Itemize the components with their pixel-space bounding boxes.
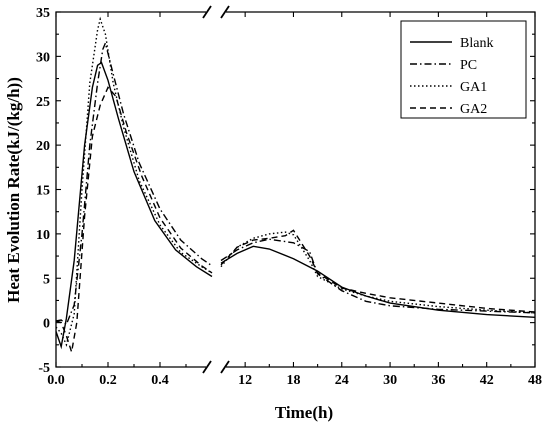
x-tick-labels: 0.0 0.2 0.4 12 18 24 30 36 42 48 — [47, 373, 542, 388]
break-mark — [220, 5, 230, 19]
x-tick-label: 0.4 — [151, 373, 169, 388]
axis-ticks — [55, 11, 536, 368]
y-tick-label: 5 — [43, 272, 50, 287]
series-ga2-late — [220, 229, 536, 313]
series-pc-early — [55, 40, 213, 326]
y-tick-label: 30 — [36, 50, 50, 65]
series-blank-early — [55, 61, 213, 350]
x-tick-label: 30 — [383, 373, 397, 388]
x-tick-label: 0.0 — [47, 373, 65, 388]
legend-label-ga1: GA1 — [460, 80, 487, 95]
legend: Blank PC GA1 GA2 — [400, 20, 527, 119]
break-mark — [220, 360, 230, 374]
series-lines — [55, 16, 536, 353]
break-mark — [202, 360, 212, 374]
x-tick-label: 36 — [431, 373, 445, 388]
x-tick-label: 0.2 — [99, 373, 117, 388]
y-tick-label: 10 — [36, 228, 50, 243]
series-pc-late — [220, 238, 536, 314]
legend-label-blank: Blank — [460, 36, 493, 51]
frame-left — [55, 11, 206, 368]
x-tick-label: 24 — [335, 373, 349, 388]
legend-box — [400, 20, 527, 119]
y-tick-label: 20 — [36, 139, 50, 154]
y-tick-label: 35 — [36, 6, 50, 21]
y-tick-label: 0 — [43, 317, 50, 332]
y-axis-label: Heat Evolution Rate(kJ/(kg/h)) — [4, 77, 23, 303]
y-tick-label: 25 — [36, 95, 50, 110]
x-tick-label: 18 — [286, 373, 300, 388]
y-tick-labels: -5 0 5 10 15 20 25 30 35 — [36, 6, 50, 376]
x-tick-label: 12 — [238, 373, 252, 388]
series-blank-late — [220, 245, 536, 318]
legend-label-ga2: GA2 — [460, 102, 487, 117]
break-mark — [202, 5, 212, 19]
y-tick-label: -5 — [38, 361, 50, 376]
x-tick-label: 42 — [480, 373, 494, 388]
series-ga2-early — [55, 86, 213, 353]
legend-label-pc: PC — [460, 58, 477, 73]
axis-break-marks — [202, 5, 230, 374]
x-axis-label: Time(h) — [275, 403, 333, 422]
x-tick-label: 48 — [528, 373, 542, 388]
y-tick-label: 15 — [36, 184, 50, 199]
series-ga1-early — [55, 16, 213, 347]
series-ga1-late — [220, 231, 536, 314]
